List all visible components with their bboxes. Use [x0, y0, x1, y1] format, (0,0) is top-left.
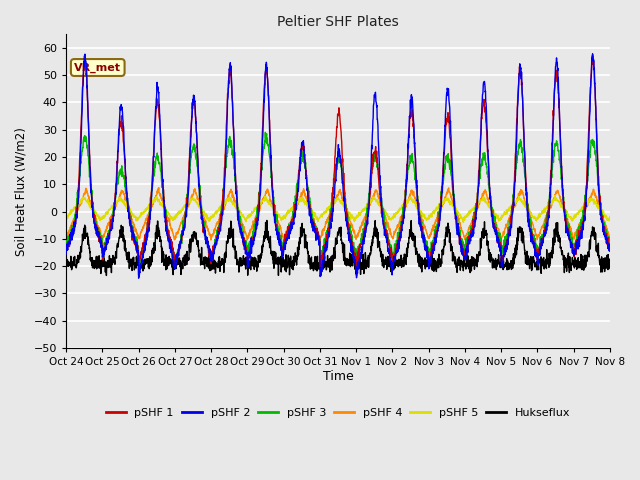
Y-axis label: Soil Heat Flux (W/m2): Soil Heat Flux (W/m2) [15, 127, 28, 255]
Title: Peltier SHF Plates: Peltier SHF Plates [277, 15, 399, 29]
Text: VR_met: VR_met [74, 62, 121, 72]
Legend: pSHF 1, pSHF 2, pSHF 3, pSHF 4, pSHF 5, Hukseflux: pSHF 1, pSHF 2, pSHF 3, pSHF 4, pSHF 5, … [101, 404, 575, 422]
X-axis label: Time: Time [323, 370, 353, 383]
